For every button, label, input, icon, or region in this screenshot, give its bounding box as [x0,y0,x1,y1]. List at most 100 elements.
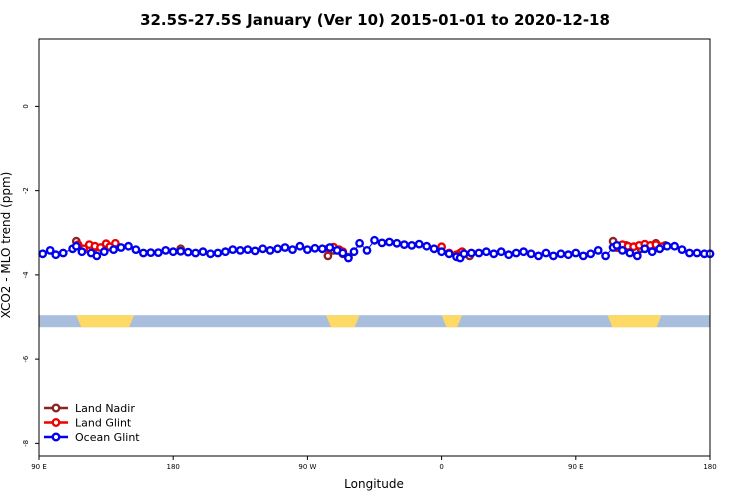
legend-item: Land Nadir [44,402,135,415]
data-point [422,241,432,251]
data-point [384,237,394,247]
data-point [429,244,439,254]
data-point [183,247,193,257]
data-point [235,245,245,255]
data-point [45,245,55,255]
data-point [437,247,446,257]
data-point [116,243,126,252]
y-tick-label: -8 [22,440,30,447]
data-point [655,244,665,254]
series-ocean-glint [38,235,715,263]
data-point [198,247,208,257]
data-point [466,248,476,258]
legend-label: Land Glint [75,417,132,430]
data-point [258,244,268,254]
data-point [625,248,635,258]
x-tick-label: 180 [167,463,180,471]
x-tick-label: 90 E [568,463,584,471]
data-point [191,248,201,258]
data-point [586,249,596,259]
data-point [349,247,359,257]
x-tick-label: 180 [703,463,716,471]
data-point [407,240,417,250]
data-point [206,249,215,259]
data-point [618,245,627,255]
legend-marker [51,432,61,442]
data-point [632,251,642,261]
y-axis-label: XCO2 - MLO trend (ppm) [0,172,13,319]
data-point [541,248,551,258]
data-point [556,249,566,259]
data-point [685,248,694,258]
data-point [399,240,409,250]
data-point [444,249,454,259]
data-series [38,235,715,263]
y-tick-label: -4 [22,271,30,279]
data-point [228,245,238,255]
data-point [377,238,387,248]
data-point [662,241,672,251]
data-point [153,248,163,258]
data-point [280,243,290,252]
legend-label: Ocean Glint [75,431,140,444]
data-point [51,250,61,260]
x-tick-label: 90 E [31,463,47,471]
data-point [414,239,424,249]
x-axis: 90 E 180 90 W 0 90 E 180 [31,456,717,471]
y-tick-label: 0 [22,104,30,108]
chart-title: 32.5S-27.5S January (Ver 10) 2015-01-01 … [140,11,610,29]
data-point [92,251,102,261]
data-point [99,247,109,257]
data-point [288,245,297,255]
data-point [295,241,305,251]
data-point [474,248,484,258]
data-point [362,245,372,255]
data-point [250,246,260,256]
data-point [302,245,312,255]
legend-item: Ocean Glint [44,431,140,444]
data-point [265,245,275,255]
data-point [58,248,68,258]
data-point [77,247,87,257]
data-point [355,238,364,248]
y-tick-label: -6 [22,355,30,363]
data-point [496,247,506,257]
data-point [161,245,171,255]
data-point [489,249,499,259]
data-point [138,248,148,258]
ocean-band [39,315,710,328]
legend-marker [51,418,61,428]
x-tick-label: 90 W [298,463,316,471]
data-point [109,245,119,255]
data-point [571,248,581,258]
y-tick-label: -2 [22,187,30,194]
x-tick-label: 0 [439,463,443,471]
data-point [243,245,253,255]
data-point [146,248,156,258]
data-point [549,251,558,261]
data-point [131,245,141,255]
data-point [370,235,379,245]
data-point [168,247,178,257]
data-point [578,251,588,261]
data-point [124,241,133,251]
data-point [670,241,679,251]
data-point [273,244,282,254]
data-point [338,248,348,258]
data-point [601,251,610,261]
legend-marker [51,403,61,413]
data-point [38,249,48,259]
data-point [325,243,335,252]
data-point [481,247,491,257]
data-point [213,248,223,258]
data-point [392,238,402,248]
legend-item: Land Glint [44,417,132,430]
data-point [511,248,521,258]
data-point [310,243,320,253]
data-point [323,251,333,261]
data-point [612,240,622,250]
plot-frame [38,38,711,457]
